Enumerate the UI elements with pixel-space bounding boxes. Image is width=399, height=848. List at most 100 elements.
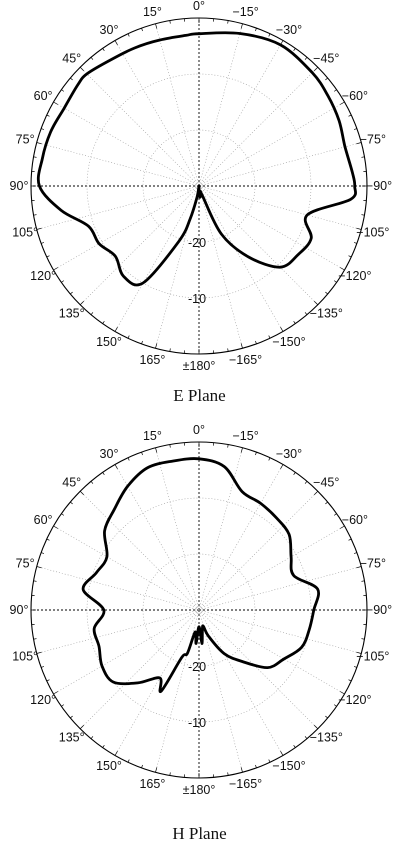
ring-tick: [114, 40, 118, 46]
ring-tick: [155, 343, 158, 349]
ring-tick: [280, 750, 284, 756]
ring-tick: [227, 444, 229, 448]
grid-spoke: [114, 609, 200, 756]
grid-spoke: [36, 185, 200, 230]
angle-tick-label: −75°: [360, 556, 386, 570]
angle-tick-label: 90°: [10, 179, 29, 193]
ring-tick: [339, 101, 345, 105]
ring-tick: [79, 301, 84, 306]
ring-tick: [61, 513, 65, 516]
ring-tick: [333, 89, 337, 92]
ring-tick: [70, 291, 73, 295]
angle-tick-label: −75°: [360, 132, 386, 146]
ring-tick: [255, 340, 257, 344]
angle-tick-label: ±180°: [183, 359, 216, 373]
ring-tick: [36, 651, 42, 654]
angle-tick-label: −90°: [366, 179, 392, 193]
ring-tick: [348, 255, 352, 258]
angle-tick-label: −165°: [229, 353, 262, 367]
ring-tick: [348, 538, 352, 541]
ring-tick: [361, 580, 365, 582]
grid-spoke: [198, 609, 345, 695]
angle-tick-label: 30°: [100, 23, 119, 37]
grid-spoke: [155, 447, 200, 611]
grid-spoke: [198, 609, 243, 773]
ring-tick: [353, 666, 357, 668]
grid-spoke: [53, 101, 200, 187]
angle-tick-label: 0°: [193, 424, 205, 437]
grid-spoke: [198, 185, 284, 332]
e-plane-caption: E Plane: [173, 386, 226, 405]
grid-spoke: [198, 609, 319, 730]
grid-spoke: [198, 566, 362, 611]
grid-spoke: [79, 185, 200, 306]
ring-tick: [169, 348, 171, 352]
ring-tick: [70, 77, 73, 81]
h-plane-panel: 0° −15° −30° −45° −60° −75° −90° −105° −120° −135…: [0, 424, 399, 848]
ring-tick: [304, 481, 308, 484]
ring-tick: [155, 767, 158, 773]
ring-tick: [127, 759, 130, 763]
angle-tick-label: −30°: [276, 23, 302, 37]
angle-tick-label: 30°: [100, 447, 119, 461]
ring-tick: [325, 715, 328, 719]
grid-spoke: [198, 185, 243, 349]
ring-tick: [46, 114, 50, 117]
angle-tick-label: −120°: [338, 269, 371, 283]
ring-tick: [114, 750, 118, 756]
angle-tick-label: 135°: [59, 730, 85, 744]
ring-tick: [356, 566, 362, 569]
ring-tick: [127, 457, 130, 461]
ring-tick: [102, 48, 105, 52]
ring-tick: [53, 267, 59, 271]
angle-tick-label: −150°: [272, 759, 305, 773]
grid-spoke: [198, 101, 345, 187]
ring-tick: [41, 242, 45, 244]
ring-tick: [102, 472, 105, 476]
ring-tick: [348, 114, 352, 117]
ring-tick: [255, 452, 257, 456]
radial-tick-label: -10: [188, 292, 206, 306]
ring-tick: [240, 447, 243, 453]
ring-tick: [293, 472, 296, 476]
ring-tick: [361, 156, 365, 158]
ring-tick: [314, 725, 319, 730]
ring-tick: [333, 513, 337, 516]
ring-tick: [339, 525, 345, 529]
ring-tick: [102, 744, 105, 748]
ring-tick: [36, 227, 42, 230]
ring-tick: [70, 715, 73, 719]
grid-spoke: [198, 185, 362, 230]
e-plane-polar-chart: 0° −15° −30° −45° −60° −75° −90° −105° −120° −135…: [10, 0, 393, 373]
ring-tick: [90, 312, 94, 315]
ring-tick: [102, 320, 105, 324]
angle-tick-label: −105°: [356, 226, 389, 240]
ring-tick: [356, 651, 362, 654]
ring-tick: [268, 335, 271, 339]
angle-tick-label: 135°: [59, 306, 85, 320]
angle-tick-label: 105°: [12, 650, 38, 664]
ring-tick: [353, 128, 357, 130]
grid-spoke: [198, 490, 319, 611]
ring-tick: [169, 444, 171, 448]
ring-tick: [325, 291, 328, 295]
angle-tick-label: 165°: [139, 353, 165, 367]
ring-tick: [353, 552, 357, 554]
grid-ring: [142, 129, 256, 243]
ring-tick: [325, 77, 328, 81]
ring-tick: [141, 28, 143, 32]
ring-tick: [141, 452, 143, 456]
angle-tick-label: −165°: [229, 777, 262, 791]
radial-tick-label: -10: [188, 716, 206, 730]
angle-tick-label: 120°: [30, 269, 56, 283]
ring-tick: [348, 679, 352, 682]
angle-tick-label: 150°: [96, 759, 122, 773]
grid-spoke: [198, 464, 284, 611]
ring-tick: [304, 312, 308, 315]
angle-tick-label: −105°: [356, 650, 389, 664]
angle-tick-label: −45°: [313, 52, 339, 66]
ring-tick: [141, 764, 143, 768]
ring-tick: [90, 57, 94, 60]
ring-tick: [325, 501, 328, 505]
grid-ring: [86, 73, 312, 299]
